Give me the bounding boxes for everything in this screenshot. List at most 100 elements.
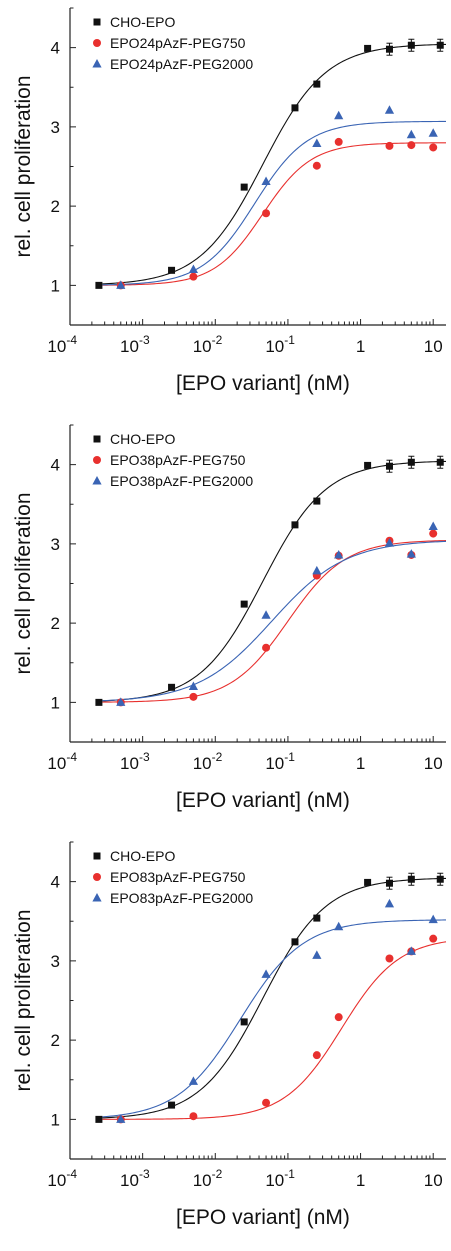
legend-marker xyxy=(93,435,101,443)
x-tick-label: 10-1 xyxy=(265,750,295,773)
data-point xyxy=(364,44,372,52)
legend-marker xyxy=(92,476,102,485)
data-point xyxy=(334,921,344,931)
data-point xyxy=(168,1101,176,1109)
data-point xyxy=(95,1115,103,1123)
fit-curve xyxy=(102,142,447,286)
y-tick-label: 1 xyxy=(51,1110,60,1129)
y-tick-label: 2 xyxy=(51,197,60,216)
data-point xyxy=(384,898,395,908)
data-point xyxy=(334,137,343,146)
data-point xyxy=(385,954,394,963)
data-point xyxy=(406,946,416,955)
chart-svg: 1 2 3 4 10-4 10-3 10-2 10-1 1 10 [EPO variant] (nM… xyxy=(12,7,447,395)
legend-marker xyxy=(93,39,101,47)
y-tick-label: 3 xyxy=(51,952,60,971)
y-tick-label: 2 xyxy=(51,1031,60,1050)
fit-curve xyxy=(102,120,447,286)
x-tick-label: 10-4 xyxy=(47,333,77,356)
data-point xyxy=(334,1013,343,1022)
y-axis-title: rel. cell proliferation xyxy=(12,75,35,257)
data-point xyxy=(240,1018,248,1026)
data-point xyxy=(313,914,321,922)
x-tick-label: 10-2 xyxy=(193,750,223,773)
x-tick-label: 10-1 xyxy=(265,1167,295,1190)
data-point xyxy=(95,281,103,289)
legend: CHO-EPO EPO38pAzF-PEG750 EPO38pAzF-PEG2000 xyxy=(92,431,253,489)
x-axis-title: [EPO variant] (nM) xyxy=(176,372,350,395)
data-point xyxy=(261,969,271,978)
data-point xyxy=(334,110,344,120)
fit-curve xyxy=(102,877,447,1119)
data-point xyxy=(116,1114,126,1123)
data-point xyxy=(428,128,438,137)
x-axis-title: [EPO variant] (nM) xyxy=(176,789,350,812)
chart-panel-epo38: 1 2 3 4 10-4 10-3 10-2 10-1 1 10 [EPO variant] (nM… xyxy=(0,417,451,834)
fit-curve xyxy=(102,919,447,1118)
data-point xyxy=(312,161,321,170)
data-point xyxy=(312,138,322,148)
data-point xyxy=(313,497,321,505)
data-point xyxy=(189,692,198,701)
data-point xyxy=(262,1098,271,1107)
legend-marker xyxy=(93,873,101,881)
legend-label: EPO24pAzF-PEG2000 xyxy=(110,56,253,72)
fit-curve xyxy=(102,941,447,1120)
data-point xyxy=(334,549,344,559)
fit-curve xyxy=(102,460,447,702)
legend-marker xyxy=(93,456,101,464)
legend-marker xyxy=(93,18,101,26)
data-point xyxy=(364,461,372,469)
x-tick-label: 1 xyxy=(356,754,365,773)
y-tick-label: 2 xyxy=(51,614,60,633)
data-point xyxy=(116,697,126,706)
x-tick-label: 10-1 xyxy=(265,333,295,356)
chart-svg: 1 2 3 4 10-4 10-3 10-2 10-1 1 10 [EPO variant] (nM… xyxy=(12,424,447,812)
x-tick-label: 1 xyxy=(356,337,365,356)
y-tick-label: 3 xyxy=(51,535,60,554)
data-point xyxy=(428,914,438,924)
data-point xyxy=(291,938,299,946)
fit-curve xyxy=(102,540,447,703)
fit-curve xyxy=(102,43,447,285)
y-axis-title: rel. cell proliferation xyxy=(12,909,35,1091)
data-point xyxy=(240,600,248,608)
data-point xyxy=(364,878,372,886)
chart-panel-epo24: 1 2 3 4 10-4 10-3 10-2 10-1 1 10 [EPO variant] (nM… xyxy=(0,0,451,417)
legend-label: EPO38pAzF-PEG2000 xyxy=(110,473,253,489)
x-tick-label: 10-3 xyxy=(120,750,150,773)
data-point xyxy=(188,264,199,274)
data-point xyxy=(95,698,103,706)
data-point xyxy=(406,129,416,139)
x-axis-title: [EPO variant] (nM) xyxy=(176,1206,350,1229)
x-tick-label: 10-3 xyxy=(120,1167,150,1190)
data-point xyxy=(384,105,395,114)
data-point xyxy=(429,934,438,943)
data-point xyxy=(189,1112,198,1121)
legend-marker xyxy=(92,59,102,68)
x-tick-label: 10-2 xyxy=(193,1167,223,1190)
data-point xyxy=(312,1051,321,1060)
legend-marker xyxy=(92,893,102,902)
legend-label: CHO-EPO xyxy=(110,431,175,447)
x-tick-label: 10-4 xyxy=(47,1167,77,1190)
data-point xyxy=(407,141,416,150)
data-point xyxy=(406,549,416,558)
y-tick-label: 4 xyxy=(51,39,60,58)
chart-svg: 1 2 3 4 10-4 10-3 10-2 10-1 1 10 [EPO variant] (nM… xyxy=(12,841,447,1229)
data-point xyxy=(261,610,271,619)
y-tick-label: 1 xyxy=(51,693,60,712)
x-tick-label: 1 xyxy=(356,1171,365,1190)
data-point xyxy=(428,521,438,530)
data-point xyxy=(429,143,438,152)
data-point xyxy=(312,950,322,959)
y-tick-label: 4 xyxy=(51,873,60,892)
data-point xyxy=(116,280,126,289)
data-point xyxy=(313,80,321,88)
data-point xyxy=(168,266,176,274)
chart-panel-epo83: 1 2 3 4 10-4 10-3 10-2 10-1 1 10 [EPO variant] (nM… xyxy=(0,834,451,1251)
data-point xyxy=(429,529,438,538)
legend-label: EPO83pAzF-PEG2000 xyxy=(110,890,253,906)
x-tick-label: 10-2 xyxy=(193,333,223,356)
